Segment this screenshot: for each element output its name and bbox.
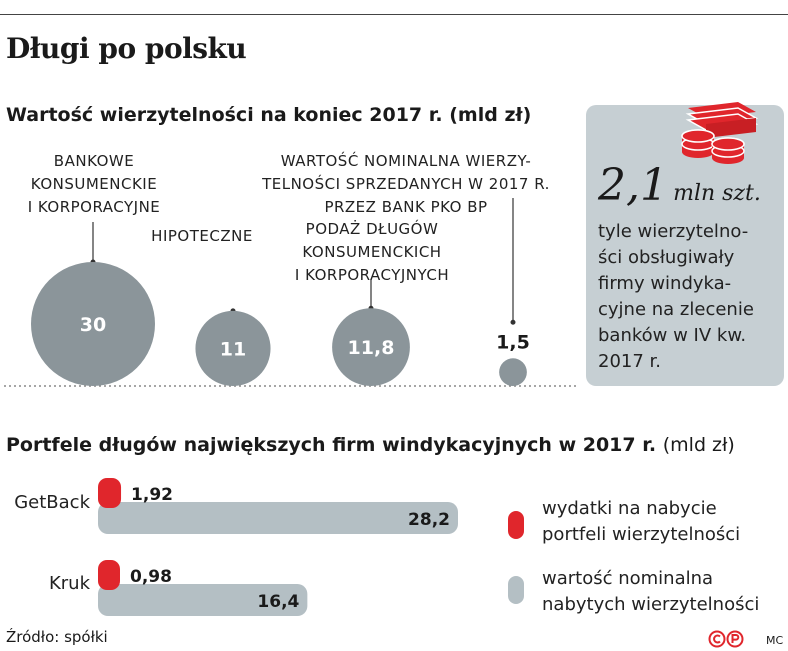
spend-bar-1 bbox=[98, 478, 122, 508]
source-note: Źródło: spółki bbox=[6, 628, 108, 646]
bubble-chart: 30 11 11,8 1,5 bbox=[4, 198, 578, 387]
author-credit: MC bbox=[766, 634, 784, 647]
money-stack-icon bbox=[681, 102, 759, 164]
section2-title-main: Portfele długów największych firm windyk… bbox=[6, 434, 657, 456]
nominal-bar-2 bbox=[98, 584, 308, 616]
top-rule bbox=[0, 14, 788, 15]
bubble-value-4: 1,5 bbox=[496, 331, 530, 353]
info-box-text: tyle wierzytelno- ści obsługiwały firmy … bbox=[598, 221, 754, 372]
nominal-bar-1 bbox=[98, 502, 458, 534]
bubble-value-1: 30 bbox=[80, 314, 106, 336]
bubble-leader-dot-4 bbox=[510, 319, 516, 325]
bubble-caption-3: PODAŻ DŁUGÓW KONSUMENCKICH I KORPORACYJN… bbox=[294, 220, 450, 284]
spend-value-1: 1,92 bbox=[131, 485, 173, 505]
copyright-logo-icon bbox=[708, 630, 744, 648]
bubble-value-2: 11 bbox=[220, 338, 246, 360]
bubble-3 bbox=[332, 308, 410, 386]
legend-label-nominal: wartość nominalna nabytych wierzytelnośc… bbox=[542, 568, 760, 615]
legend-label-spend: wydatki na nabycie portfeli wierzytelnoś… bbox=[542, 498, 741, 545]
section1-title: Wartość wierzytelności na koniec 2017 r.… bbox=[6, 104, 532, 126]
section2-title: Portfele długów największych firm windyk… bbox=[6, 434, 735, 456]
big-stat-unit: mln szt. bbox=[673, 181, 761, 206]
bubble-value-3: 11,8 bbox=[348, 337, 395, 359]
section2-title-unit: (mld zł) bbox=[662, 434, 735, 456]
spend-bar-2 bbox=[98, 560, 120, 590]
spend-value-2: 0,98 bbox=[130, 567, 172, 587]
portfolio-bar-chart: 1,92 28,2 0,98 16,4 bbox=[98, 478, 458, 616]
bubble-caption-4: WARTOŚĆ NOMINALNA WIERZY- TELNOŚCI SPRZE… bbox=[262, 152, 550, 216]
big-stat: 2,1 mln szt. bbox=[598, 160, 761, 211]
bubble-caption-2: HIPOTECZNE bbox=[151, 227, 253, 245]
main-title: Długi po polsku bbox=[6, 32, 247, 65]
legend-swatch-nominal bbox=[508, 576, 524, 604]
company-label-getback: GetBack bbox=[14, 492, 90, 513]
nominal-value-2: 16,4 bbox=[257, 592, 299, 612]
bubble-1 bbox=[31, 262, 155, 386]
big-stat-number: 2,1 bbox=[598, 160, 668, 211]
bubble-2 bbox=[195, 310, 271, 386]
bubble-4 bbox=[499, 358, 527, 386]
nominal-value-1: 28,2 bbox=[408, 510, 450, 530]
legend-swatch-spend bbox=[508, 511, 524, 539]
company-label-kruk: Kruk bbox=[48, 573, 90, 594]
bubble-caption-1: BANKOWE KONSUMENCKIE I KORPORACYJNE bbox=[27, 152, 161, 216]
